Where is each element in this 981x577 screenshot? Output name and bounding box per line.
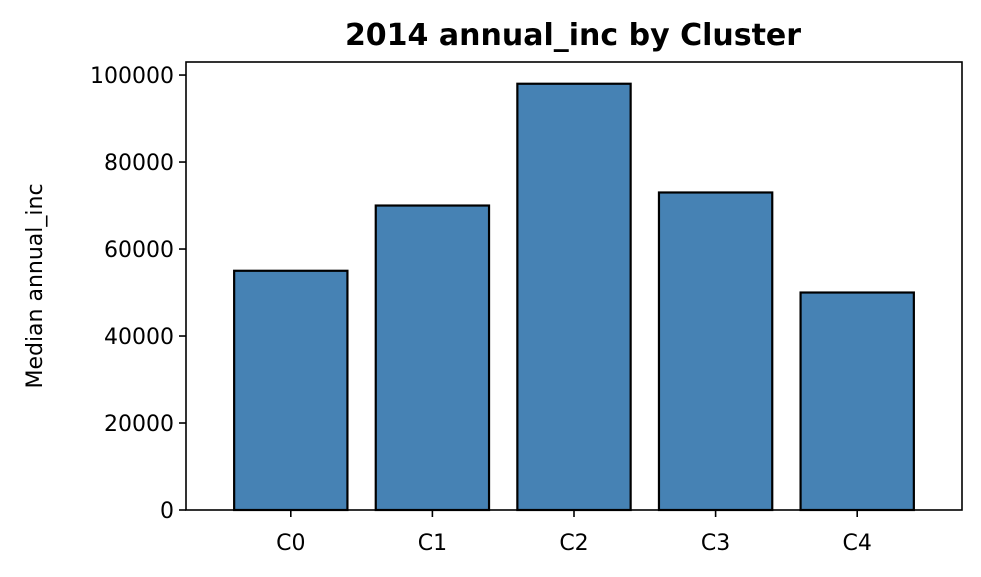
x-tick-label: C3	[701, 531, 730, 556]
y-tick-label: 20000	[104, 412, 174, 437]
x-tick-label: C4	[843, 531, 872, 556]
chart-title: 2014 annual_inc by Cluster	[345, 18, 801, 53]
y-tick-label: 80000	[104, 151, 174, 176]
bar-c0	[233, 269, 349, 512]
y-axis-ticks: 0 20000 40000 60000 80000 100000	[90, 64, 186, 524]
y-tick-label: 40000	[104, 325, 174, 350]
x-tick-label: C2	[559, 531, 588, 556]
x-tick-label: C0	[276, 531, 305, 556]
y-tick-label: 0	[160, 499, 174, 524]
plot-frame	[185, 61, 963, 511]
x-axis-ticks: C0 C1 C2 C3 C4	[276, 510, 872, 556]
y-tick-label: 60000	[104, 238, 174, 263]
x-tick-label: C1	[418, 531, 447, 556]
y-tick-label: 100000	[90, 64, 174, 89]
bar-c1	[374, 204, 491, 512]
bars-group	[233, 82, 915, 512]
bar-c4	[799, 291, 915, 512]
bar-c2	[516, 82, 632, 512]
bar-c3	[657, 191, 774, 512]
y-axis-label: Median annual_inc	[23, 183, 48, 388]
